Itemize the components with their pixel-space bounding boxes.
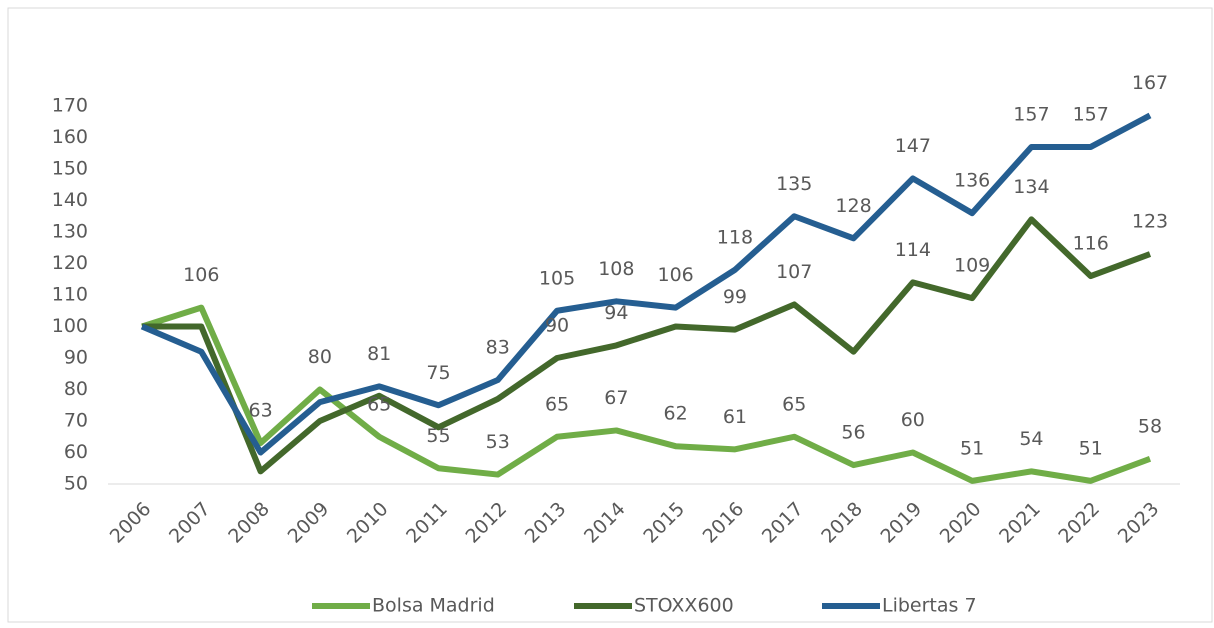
data-label: 63 bbox=[248, 400, 272, 422]
data-label: 80 bbox=[308, 346, 332, 368]
data-label: 81 bbox=[367, 343, 391, 365]
data-label: 157 bbox=[1073, 103, 1109, 125]
legend-label: STOXX600 bbox=[634, 595, 734, 617]
data-label: 90 bbox=[545, 315, 569, 337]
data-label: 54 bbox=[1019, 428, 1043, 450]
y-tick-label: 110 bbox=[52, 284, 88, 306]
y-tick-label: 150 bbox=[52, 158, 88, 180]
data-label: 109 bbox=[954, 255, 990, 277]
y-tick-label: 50 bbox=[64, 473, 88, 495]
data-label: 99 bbox=[723, 286, 747, 308]
data-label: 106 bbox=[183, 264, 219, 286]
data-label: 65 bbox=[782, 393, 806, 415]
y-tick-label: 60 bbox=[64, 441, 88, 463]
data-label: 135 bbox=[776, 173, 812, 195]
y-tick-label: 90 bbox=[64, 347, 88, 369]
data-label: 53 bbox=[486, 431, 510, 453]
chart-frame bbox=[7, 7, 1213, 623]
data-label: 123 bbox=[1132, 211, 1168, 233]
data-label: 147 bbox=[895, 135, 931, 157]
data-label: 136 bbox=[954, 170, 990, 192]
data-label: 116 bbox=[1073, 233, 1109, 255]
data-label: 157 bbox=[1013, 103, 1049, 125]
y-tick-label: 130 bbox=[52, 221, 88, 243]
y-tick-label: 140 bbox=[52, 189, 88, 211]
data-label: 128 bbox=[835, 195, 871, 217]
data-label: 62 bbox=[664, 403, 688, 425]
y-tick-label: 80 bbox=[64, 378, 88, 400]
legend-label: Bolsa Madrid bbox=[372, 595, 495, 617]
data-label: 106 bbox=[658, 264, 694, 286]
legend-label: Libertas 7 bbox=[882, 595, 977, 617]
series-line bbox=[140, 112, 1152, 456]
data-label: 105 bbox=[539, 267, 575, 289]
series-line bbox=[141, 304, 1152, 484]
data-label: 134 bbox=[1013, 176, 1049, 198]
data-label: 67 bbox=[604, 387, 628, 409]
data-label: 107 bbox=[776, 261, 812, 283]
data-label: 108 bbox=[598, 258, 634, 280]
y-tick-label: 120 bbox=[52, 252, 88, 274]
data-label: 55 bbox=[426, 425, 450, 447]
data-label: 75 bbox=[426, 362, 450, 384]
data-label: 51 bbox=[1079, 437, 1103, 459]
series-line bbox=[142, 216, 1152, 475]
data-label: 114 bbox=[895, 239, 931, 261]
data-label: 118 bbox=[717, 226, 753, 248]
data-label: 56 bbox=[841, 422, 865, 444]
data-label: 94 bbox=[604, 302, 628, 324]
y-tick-label: 70 bbox=[64, 410, 88, 432]
data-label: 61 bbox=[723, 406, 747, 428]
data-label: 83 bbox=[486, 337, 510, 359]
y-tick-label: 100 bbox=[52, 315, 88, 337]
data-label: 167 bbox=[1132, 72, 1168, 94]
data-label: 65 bbox=[545, 393, 569, 415]
data-label: 51 bbox=[960, 437, 984, 459]
y-tick-label: 160 bbox=[52, 126, 88, 148]
data-label: 58 bbox=[1138, 415, 1162, 437]
data-label: 65 bbox=[367, 393, 391, 415]
data-label: 60 bbox=[901, 409, 925, 431]
y-tick-label: 170 bbox=[52, 95, 88, 117]
